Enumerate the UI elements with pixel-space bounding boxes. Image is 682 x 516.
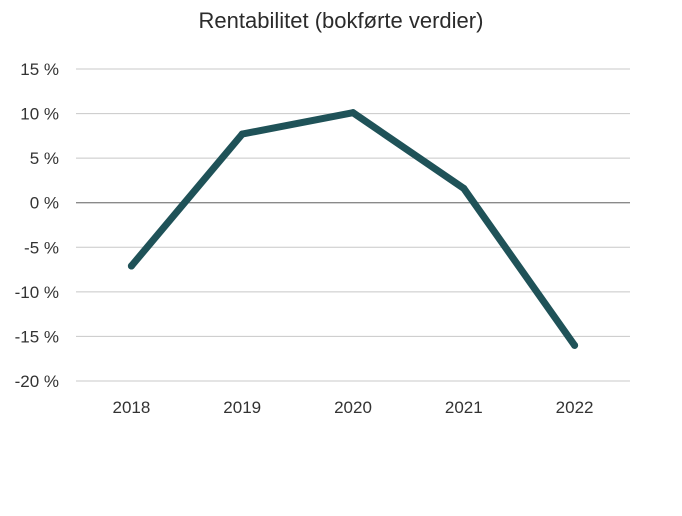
- y-tick-label: -5 %: [24, 238, 59, 257]
- data-point: [571, 341, 579, 349]
- x-tick-label: 2022: [556, 398, 594, 417]
- y-tick-label: 10 %: [20, 105, 59, 124]
- y-axis-ticks: 15 % 10 % 5 % 0 % -5 % -10 % -15 % -20 %: [15, 60, 59, 391]
- y-tick-label: 5 %: [30, 149, 59, 168]
- data-point: [349, 109, 357, 117]
- x-tick-label: 2021: [445, 398, 483, 417]
- data-point: [460, 184, 468, 192]
- chart-title: Rentabilitet (bokførte verdier): [198, 8, 484, 33]
- y-tick-label: 15 %: [20, 60, 59, 79]
- x-axis-ticks: 2018 2019 2020 2021 2022: [112, 398, 593, 417]
- x-tick-label: 2019: [223, 398, 261, 417]
- x-tick-label: 2018: [112, 398, 150, 417]
- series-line: [127, 109, 579, 349]
- y-tick-label: -10 %: [15, 283, 59, 302]
- y-tick-label: -15 %: [15, 327, 59, 346]
- y-tick-label: -20 %: [15, 372, 59, 391]
- data-point: [238, 130, 246, 138]
- series: [127, 109, 579, 349]
- data-point: [127, 262, 135, 270]
- y-tick-label: 0 %: [30, 194, 59, 213]
- x-tick-label: 2020: [334, 398, 372, 417]
